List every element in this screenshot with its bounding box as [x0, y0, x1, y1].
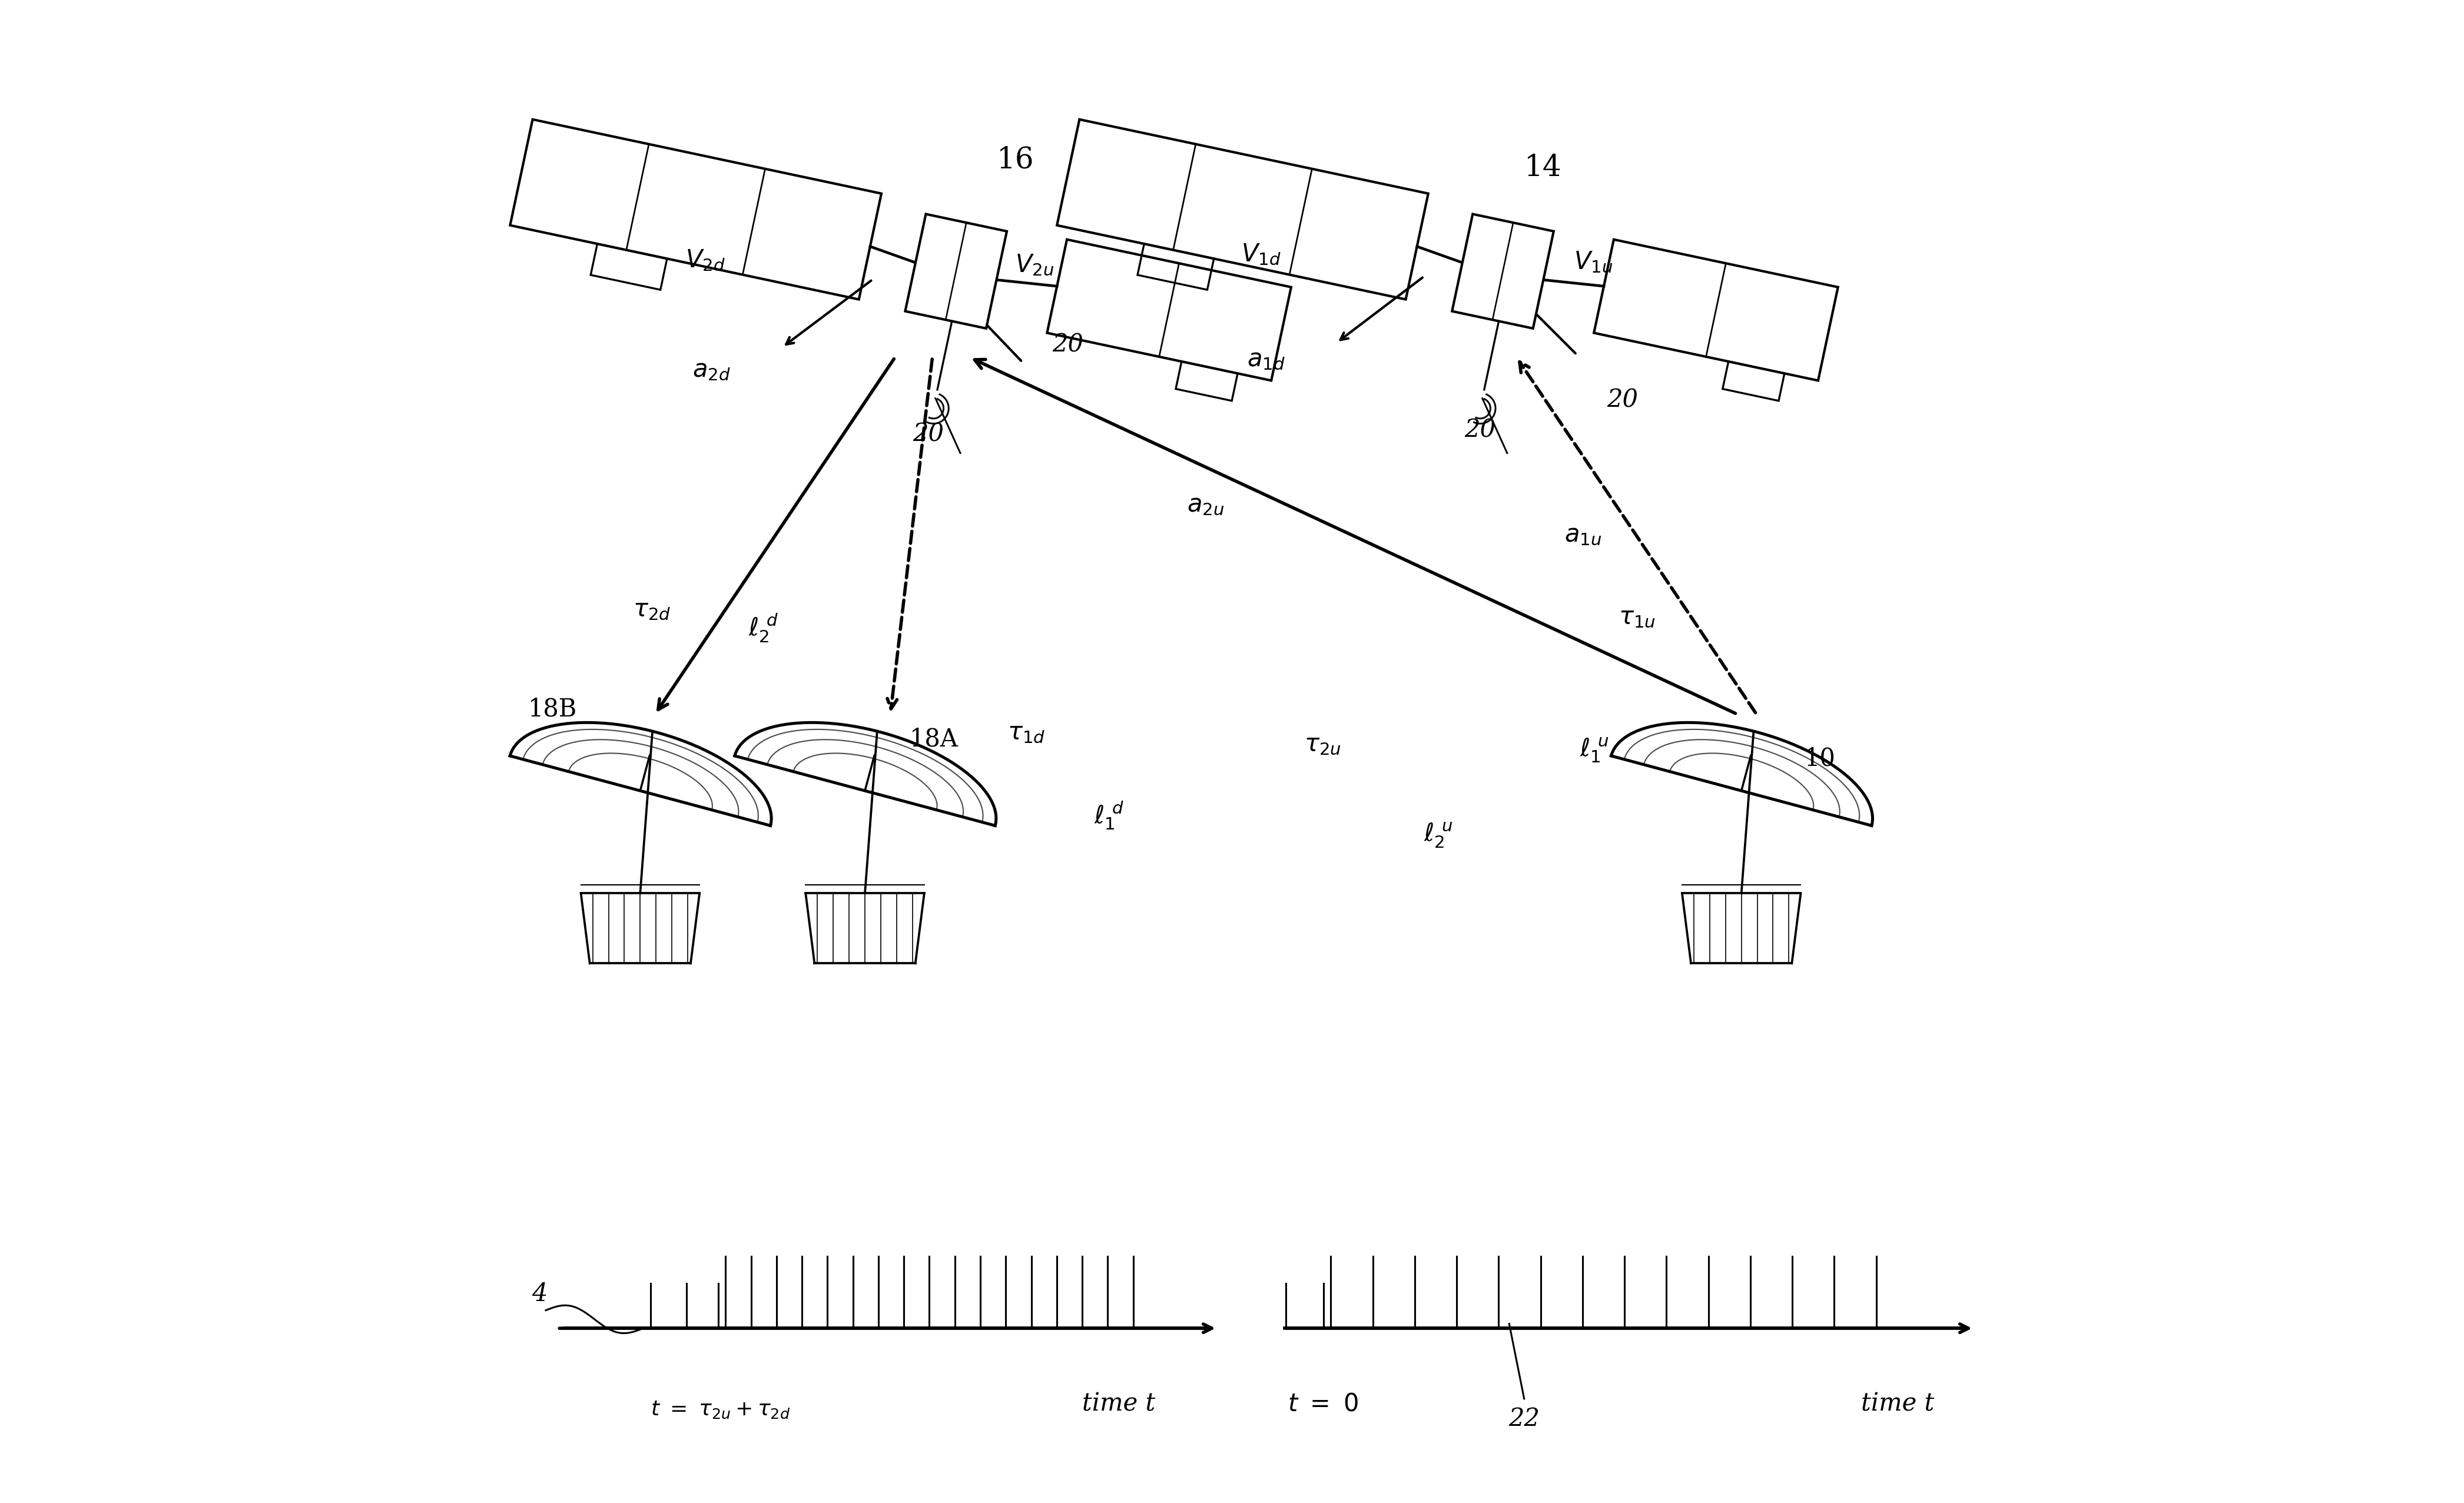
Text: $\ell_2^{\ u}$: $\ell_2^{\ u}$	[1424, 821, 1454, 849]
Text: 20: 20	[1464, 418, 1496, 442]
Text: $a_{2d}$: $a_{2d}$	[692, 358, 732, 382]
Text: 18B: 18B	[527, 697, 577, 721]
Text: $V_{1u}$: $V_{1u}$	[1574, 249, 1611, 275]
Text: $V_{2u}$: $V_{2u}$	[1015, 253, 1055, 278]
Text: time t: time t	[1082, 1392, 1156, 1416]
Text: $\ell_1^{\ u}$: $\ell_1^{\ u}$	[1579, 736, 1609, 764]
Text: 20: 20	[1052, 332, 1084, 356]
Text: $\tau_{1d}$: $\tau_{1d}$	[1008, 720, 1045, 745]
Text: $\tau_{2u}$: $\tau_{2u}$	[1303, 732, 1340, 758]
Text: $\ell_2^{\ d}$: $\ell_2^{\ d}$	[749, 612, 779, 645]
Text: $a_{1d}$: $a_{1d}$	[1247, 347, 1286, 371]
Text: time t: time t	[1860, 1392, 1934, 1416]
Text: 16: 16	[998, 146, 1035, 174]
Text: 20: 20	[1607, 388, 1639, 412]
Text: 14: 14	[1525, 153, 1562, 182]
Text: $\tau_{2d}$: $\tau_{2d}$	[633, 597, 670, 622]
Text: $\tau_{1u}$: $\tau_{1u}$	[1619, 604, 1656, 630]
Text: 18A: 18A	[909, 727, 958, 752]
Text: $t\ =\ \tau_{2u}+\tau_{2d}$: $t\ =\ \tau_{2u}+\tau_{2d}$	[650, 1399, 791, 1420]
Text: $V_{1d}$: $V_{1d}$	[1242, 242, 1281, 268]
Polygon shape	[904, 213, 1008, 329]
Text: 22: 22	[1508, 1407, 1540, 1431]
Text: $t\ =\ 0$: $t\ =\ 0$	[1286, 1392, 1358, 1416]
Text: 20: 20	[912, 422, 944, 446]
Polygon shape	[1451, 213, 1555, 329]
Text: $a_{2u}$: $a_{2u}$	[1188, 493, 1225, 517]
Text: $\ell_1^{\ d}$: $\ell_1^{\ d}$	[1094, 800, 1124, 831]
Text: 10: 10	[1804, 747, 1836, 771]
Text: $V_{2d}$: $V_{2d}$	[685, 248, 724, 274]
Text: 4: 4	[532, 1282, 547, 1306]
Text: $a_{1u}$: $a_{1u}$	[1565, 523, 1602, 547]
